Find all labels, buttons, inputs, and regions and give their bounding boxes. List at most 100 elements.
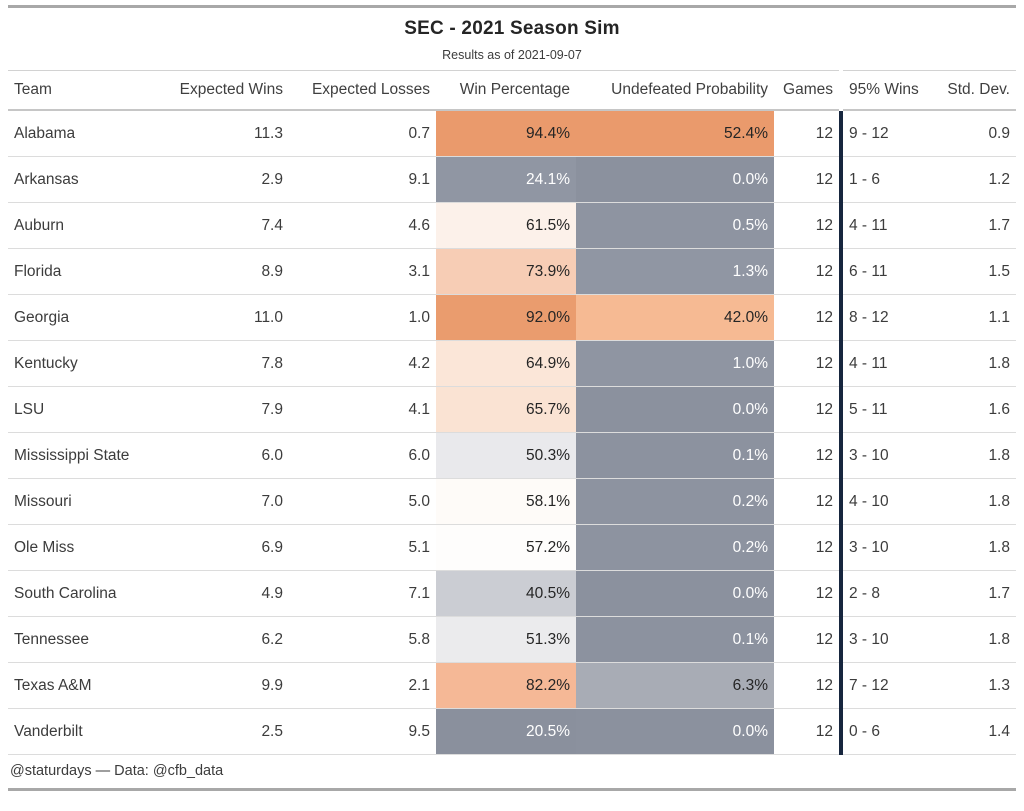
win-pct-cell: 51.3% xyxy=(436,616,576,663)
std-dev-cell: 1.8 xyxy=(936,340,1016,387)
expected-losses-cell: 3.1 xyxy=(289,248,436,295)
table-row: Vanderbilt 2.5 9.5 20.5% 0.0% 12 0 - 6 1… xyxy=(8,708,1016,755)
column-header-expected-losses: Expected Losses xyxy=(289,70,436,111)
win-pct-cell: 82.2% xyxy=(436,662,576,709)
expected-losses-cell: 4.1 xyxy=(289,386,436,433)
expected-wins-cell: 2.5 xyxy=(158,708,289,755)
expected-wins-cell: 7.0 xyxy=(158,478,289,525)
std-dev-cell: 1.6 xyxy=(936,386,1016,433)
expected-losses-cell: 5.0 xyxy=(289,478,436,525)
team-cell: Mississippi State xyxy=(8,432,158,479)
expected-losses-cell: 1.0 xyxy=(289,294,436,341)
team-cell: Arkansas xyxy=(8,156,158,203)
column-header-team: Team xyxy=(8,70,158,111)
wins-95-cell: 6 - 11 xyxy=(839,248,936,295)
expected-wins-cell: 8.9 xyxy=(158,248,289,295)
top-rule xyxy=(8,5,1016,8)
win-pct-cell: 73.9% xyxy=(436,248,576,295)
std-dev-cell: 1.2 xyxy=(936,156,1016,203)
undefeated-cell: 0.0% xyxy=(576,156,774,203)
table-row: Florida 8.9 3.1 73.9% 1.3% 12 6 - 11 1.5 xyxy=(8,248,1016,295)
team-cell: Florida xyxy=(8,248,158,295)
undefeated-cell: 52.4% xyxy=(576,110,774,157)
std-dev-cell: 0.9 xyxy=(936,110,1016,157)
undefeated-cell: 0.2% xyxy=(576,478,774,525)
table-row: Auburn 7.4 4.6 61.5% 0.5% 12 4 - 11 1.7 xyxy=(8,202,1016,249)
team-cell: Ole Miss xyxy=(8,524,158,571)
undefeated-cell: 0.2% xyxy=(576,524,774,571)
std-dev-cell: 1.1 xyxy=(936,294,1016,341)
expected-losses-cell: 7.1 xyxy=(289,570,436,617)
games-cell: 12 xyxy=(774,662,841,709)
games-cell: 12 xyxy=(774,524,841,571)
std-dev-cell: 1.8 xyxy=(936,524,1016,571)
table-row: Alabama 11.3 0.7 94.4% 52.4% 12 9 - 12 0… xyxy=(8,110,1016,157)
expected-wins-cell: 7.9 xyxy=(158,386,289,433)
team-cell: Texas A&M xyxy=(8,662,158,709)
column-header-games: Games xyxy=(774,70,841,111)
games-cell: 12 xyxy=(774,340,841,387)
expected-wins-cell: 2.9 xyxy=(158,156,289,203)
win-pct-cell: 65.7% xyxy=(436,386,576,433)
games-cell: 12 xyxy=(774,570,841,617)
team-cell: Missouri xyxy=(8,478,158,525)
wins-95-cell: 3 - 10 xyxy=(839,616,936,663)
wins-95-cell: 8 - 12 xyxy=(839,294,936,341)
undefeated-cell: 42.0% xyxy=(576,294,774,341)
games-cell: 12 xyxy=(774,156,841,203)
games-cell: 12 xyxy=(774,432,841,479)
expected-wins-cell: 6.0 xyxy=(158,432,289,479)
undefeated-cell: 0.5% xyxy=(576,202,774,249)
win-pct-cell: 61.5% xyxy=(436,202,576,249)
std-dev-cell: 1.3 xyxy=(936,662,1016,709)
games-cell: 12 xyxy=(774,708,841,755)
undefeated-cell: 0.0% xyxy=(576,570,774,617)
wins-95-cell: 4 - 11 xyxy=(839,340,936,387)
wins-95-cell: 4 - 10 xyxy=(839,478,936,525)
expected-losses-cell: 4.6 xyxy=(289,202,436,249)
std-dev-cell: 1.4 xyxy=(936,708,1016,755)
undefeated-cell: 6.3% xyxy=(576,662,774,709)
column-header-undefeated-probability: Undefeated Probability xyxy=(576,70,774,111)
games-cell: 12 xyxy=(774,616,841,663)
bottom-rule xyxy=(8,788,1016,791)
undefeated-cell: 0.0% xyxy=(576,708,774,755)
column-header-std-dev: Std. Dev. xyxy=(936,70,1016,111)
wins-95-cell: 4 - 11 xyxy=(839,202,936,249)
expected-wins-cell: 4.9 xyxy=(158,570,289,617)
expected-losses-cell: 4.2 xyxy=(289,340,436,387)
table-row: Mississippi State 6.0 6.0 50.3% 0.1% 12 … xyxy=(8,432,1016,479)
wins-95-cell: 7 - 12 xyxy=(839,662,936,709)
undefeated-cell: 1.3% xyxy=(576,248,774,295)
table-row: Missouri 7.0 5.0 58.1% 0.2% 12 4 - 10 1.… xyxy=(8,478,1016,525)
column-header-win-percentage: Win Percentage xyxy=(436,70,576,111)
win-pct-cell: 94.4% xyxy=(436,110,576,157)
team-cell: Auburn xyxy=(8,202,158,249)
expected-wins-cell: 11.0 xyxy=(158,294,289,341)
win-pct-cell: 92.0% xyxy=(436,294,576,341)
team-cell: Vanderbilt xyxy=(8,708,158,755)
expected-wins-cell: 11.3 xyxy=(158,110,289,157)
wins-95-cell: 3 - 10 xyxy=(839,432,936,479)
expected-wins-cell: 6.9 xyxy=(158,524,289,571)
expected-wins-cell: 7.8 xyxy=(158,340,289,387)
team-cell: Alabama xyxy=(8,110,158,157)
column-header-95-wins: 95% Wins xyxy=(841,70,936,111)
wins-95-cell: 2 - 8 xyxy=(839,570,936,617)
games-cell: 12 xyxy=(774,294,841,341)
std-dev-cell: 1.5 xyxy=(936,248,1016,295)
table-row: Ole Miss 6.9 5.1 57.2% 0.2% 12 3 - 10 1.… xyxy=(8,524,1016,571)
table-row: Arkansas 2.9 9.1 24.1% 0.0% 12 1 - 6 1.2 xyxy=(8,156,1016,203)
expected-wins-cell: 7.4 xyxy=(158,202,289,249)
expected-losses-cell: 9.5 xyxy=(289,708,436,755)
wins-95-cell: 3 - 10 xyxy=(839,524,936,571)
table-row: Tennessee 6.2 5.8 51.3% 0.1% 12 3 - 10 1… xyxy=(8,616,1016,663)
wins-95-cell: 5 - 11 xyxy=(839,386,936,433)
undefeated-cell: 1.0% xyxy=(576,340,774,387)
games-cell: 12 xyxy=(774,248,841,295)
page-subtitle: Results as of 2021-09-07 xyxy=(442,48,582,62)
expected-wins-cell: 6.2 xyxy=(158,616,289,663)
team-cell: Kentucky xyxy=(8,340,158,387)
expected-losses-cell: 5.1 xyxy=(289,524,436,571)
expected-losses-cell: 9.1 xyxy=(289,156,436,203)
